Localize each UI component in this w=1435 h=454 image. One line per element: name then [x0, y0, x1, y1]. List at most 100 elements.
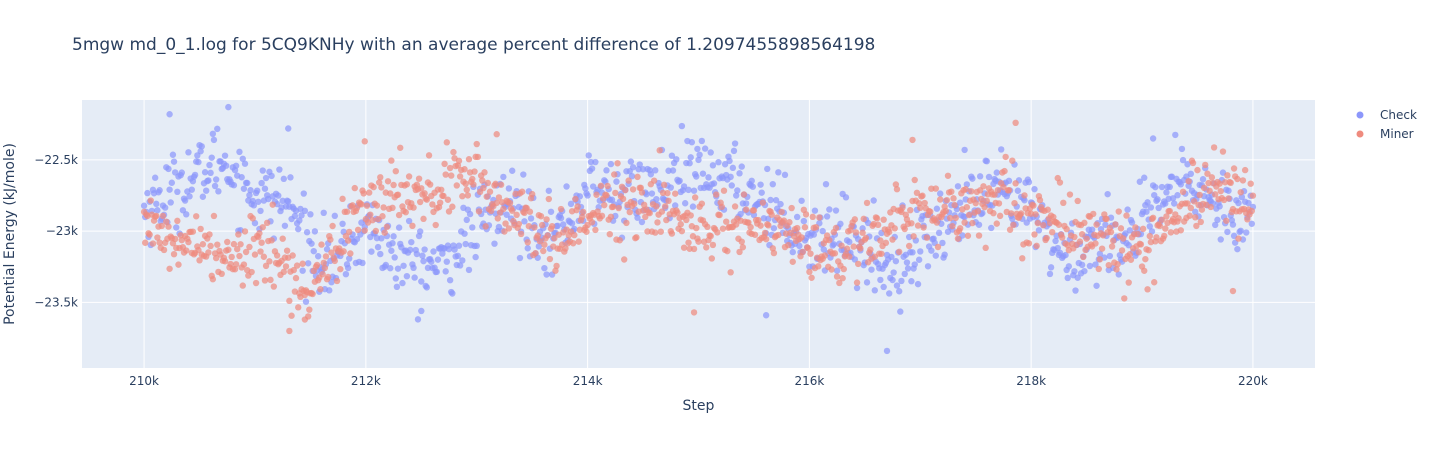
data-point[interactable] [980, 183, 987, 190]
data-point[interactable] [1034, 219, 1042, 227]
data-point[interactable] [389, 240, 396, 247]
data-point[interactable] [528, 190, 536, 198]
data-point[interactable] [1146, 223, 1153, 230]
data-point[interactable] [415, 175, 423, 182]
data-point[interactable] [687, 154, 694, 161]
data-point[interactable] [258, 239, 265, 246]
data-point[interactable] [1154, 196, 1161, 203]
data-point[interactable] [479, 177, 486, 184]
data-point[interactable] [863, 279, 871, 286]
data-point[interactable] [877, 276, 884, 284]
data-point[interactable] [305, 260, 312, 267]
data-point[interactable] [543, 216, 550, 223]
data-point[interactable] [1005, 186, 1013, 194]
data-point[interactable] [788, 204, 795, 212]
data-point[interactable] [905, 242, 913, 250]
data-point[interactable] [459, 257, 466, 264]
data-point[interactable] [1237, 227, 1244, 234]
data-point[interactable] [718, 203, 725, 210]
data-point[interactable] [205, 177, 212, 184]
data-point[interactable] [1137, 241, 1145, 248]
data-point[interactable] [1122, 230, 1129, 237]
data-point[interactable] [942, 207, 949, 215]
data-point[interactable] [927, 208, 934, 215]
data-point[interactable] [654, 219, 661, 226]
data-point[interactable] [170, 250, 178, 258]
data-point[interactable] [852, 229, 860, 236]
data-point[interactable] [1239, 177, 1247, 184]
data-point[interactable] [313, 261, 321, 269]
data-point[interactable] [235, 231, 242, 238]
data-point[interactable] [660, 181, 668, 189]
data-point[interactable] [474, 153, 482, 161]
data-point[interactable] [443, 258, 450, 265]
data-point[interactable] [1049, 229, 1056, 236]
data-point[interactable] [461, 166, 468, 173]
data-point[interactable] [469, 175, 476, 183]
data-point[interactable] [951, 201, 958, 209]
data-point[interactable] [1223, 217, 1230, 224]
data-point[interactable] [802, 211, 810, 218]
data-point[interactable] [456, 262, 464, 269]
data-point[interactable] [281, 222, 289, 229]
data-point[interactable] [453, 182, 460, 189]
data-point[interactable] [1005, 177, 1013, 185]
data-point[interactable] [167, 199, 174, 206]
data-point[interactable] [361, 227, 368, 234]
data-point[interactable] [932, 252, 939, 259]
data-point[interactable] [238, 174, 245, 181]
data-point[interactable] [993, 169, 1000, 176]
data-point[interactable] [914, 222, 922, 229]
data-point[interactable] [322, 253, 330, 260]
data-point[interactable] [1212, 221, 1219, 229]
data-point[interactable] [546, 255, 554, 263]
data-point[interactable] [821, 252, 829, 259]
data-point[interactable] [1163, 213, 1170, 220]
data-point[interactable] [1145, 247, 1152, 254]
data-point[interactable] [214, 125, 221, 133]
data-point[interactable] [169, 151, 177, 158]
data-point[interactable] [480, 184, 487, 192]
data-point[interactable] [727, 173, 734, 181]
data-point[interactable] [689, 203, 697, 210]
data-point[interactable] [1090, 210, 1097, 218]
data-point[interactable] [1229, 221, 1237, 228]
data-point[interactable] [680, 244, 688, 251]
data-point[interactable] [698, 200, 706, 207]
data-point[interactable] [1225, 195, 1232, 202]
data-point[interactable] [963, 203, 971, 211]
data-point[interactable] [1146, 232, 1153, 240]
data-point[interactable] [209, 130, 217, 138]
data-point[interactable] [723, 218, 730, 225]
data-point[interactable] [171, 235, 179, 243]
data-point[interactable] [963, 181, 971, 188]
data-point[interactable] [302, 298, 310, 305]
data-point[interactable] [449, 290, 456, 297]
data-point[interactable] [552, 267, 559, 274]
data-point[interactable] [370, 183, 377, 191]
data-point[interactable] [1151, 279, 1158, 286]
data-point[interactable] [674, 209, 681, 216]
data-point[interactable] [1105, 262, 1112, 269]
data-point[interactable] [1210, 144, 1218, 151]
data-point[interactable] [937, 196, 944, 203]
data-point[interactable] [1243, 229, 1250, 236]
data-point[interactable] [657, 228, 664, 235]
data-point[interactable] [430, 248, 437, 255]
data-point[interactable] [568, 220, 576, 227]
data-point[interactable] [592, 226, 599, 234]
data-point[interactable] [301, 316, 309, 323]
data-point[interactable] [713, 191, 720, 198]
data-point[interactable] [198, 143, 205, 150]
data-point[interactable] [678, 227, 686, 235]
data-point[interactable] [985, 173, 993, 181]
data-point[interactable] [767, 196, 774, 204]
data-point[interactable] [153, 212, 160, 220]
data-point[interactable] [843, 245, 851, 252]
data-point[interactable] [1197, 218, 1204, 226]
data-point[interactable] [166, 265, 173, 272]
data-point[interactable] [494, 215, 501, 222]
data-point[interactable] [826, 206, 833, 213]
data-point[interactable] [557, 205, 565, 213]
data-point[interactable] [634, 173, 641, 181]
